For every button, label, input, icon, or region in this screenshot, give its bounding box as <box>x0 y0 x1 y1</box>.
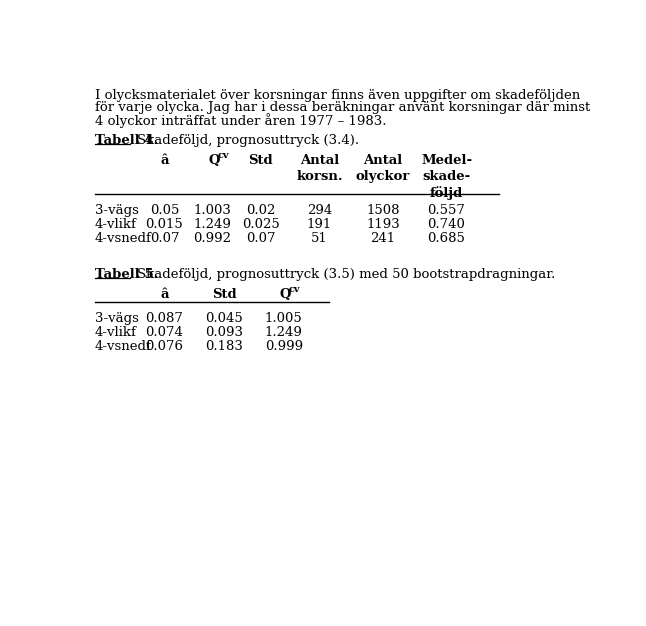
Text: 0.05: 0.05 <box>150 205 179 217</box>
Text: 3-vägs: 3-vägs <box>95 205 139 217</box>
Text: 1.249: 1.249 <box>194 218 231 232</box>
Text: 0.685: 0.685 <box>428 232 466 245</box>
Text: Antal
korsn.: Antal korsn. <box>296 153 343 183</box>
Text: 4-vlikf: 4-vlikf <box>95 326 136 339</box>
Text: Std: Std <box>212 287 236 300</box>
Text: 0.999: 0.999 <box>265 340 303 353</box>
Text: 51: 51 <box>311 232 328 245</box>
Text: 1.005: 1.005 <box>265 312 303 326</box>
Text: 4-vlikf: 4-vlikf <box>95 218 136 232</box>
Text: Q: Q <box>280 287 291 300</box>
Text: I olycksmaterialet över korsningar finns även uppgifter om skadeföljden: I olycksmaterialet över korsningar finns… <box>95 89 580 102</box>
Text: 294: 294 <box>307 205 332 217</box>
Text: 1.003: 1.003 <box>194 205 231 217</box>
Text: cv: cv <box>217 151 229 160</box>
Text: 0.183: 0.183 <box>205 340 243 353</box>
Text: 241: 241 <box>370 232 395 245</box>
Text: 0.074: 0.074 <box>145 326 183 339</box>
Text: 0.093: 0.093 <box>205 326 243 339</box>
Text: cv: cv <box>289 285 300 294</box>
Text: Std: Std <box>248 153 273 167</box>
Text: 4 olyckor inträffat under åren 1977 – 1983.: 4 olyckor inträffat under åren 1977 – 19… <box>95 114 386 128</box>
Text: för varje olycka. Jag har i dessa beräkningar använt korsningar där minst: för varje olycka. Jag har i dessa beräkn… <box>95 101 590 115</box>
Text: Antal
olyckor: Antal olyckor <box>356 153 410 183</box>
Text: 4-vsnedf: 4-vsnedf <box>95 232 152 245</box>
Text: 0.992: 0.992 <box>194 232 231 245</box>
Text: Tabell 4.: Tabell 4. <box>95 133 158 146</box>
Text: â: â <box>160 153 169 167</box>
Text: Tabell 5.: Tabell 5. <box>95 268 158 280</box>
Text: 1508: 1508 <box>366 205 400 217</box>
Text: 0.07: 0.07 <box>150 232 179 245</box>
Text: 4-vsnedf: 4-vsnedf <box>95 340 152 353</box>
Text: 0.02: 0.02 <box>246 205 275 217</box>
Text: 1193: 1193 <box>366 218 400 232</box>
Text: Skadeföljd, prognosuttryck (3.4).: Skadeföljd, prognosuttryck (3.4). <box>136 133 359 146</box>
Text: 0.025: 0.025 <box>242 218 280 232</box>
Text: 0.015: 0.015 <box>145 218 183 232</box>
Text: 1.249: 1.249 <box>265 326 303 339</box>
Text: 0.740: 0.740 <box>428 218 466 232</box>
Text: 191: 191 <box>307 218 332 232</box>
Text: 0.07: 0.07 <box>245 232 275 245</box>
Text: Q: Q <box>209 153 220 167</box>
Text: 0.076: 0.076 <box>145 340 183 353</box>
Text: 0.087: 0.087 <box>145 312 183 326</box>
Text: 0.557: 0.557 <box>428 205 466 217</box>
Text: 0.045: 0.045 <box>205 312 243 326</box>
Text: 3-vägs: 3-vägs <box>95 312 139 326</box>
Text: â: â <box>160 287 169 300</box>
Text: Medel-
skade-
följd: Medel- skade- följd <box>421 153 472 200</box>
Text: Skadeföljd, prognosuttryck (3.5) med 50 bootstrapdragningar.: Skadeföljd, prognosuttryck (3.5) med 50 … <box>136 268 555 280</box>
